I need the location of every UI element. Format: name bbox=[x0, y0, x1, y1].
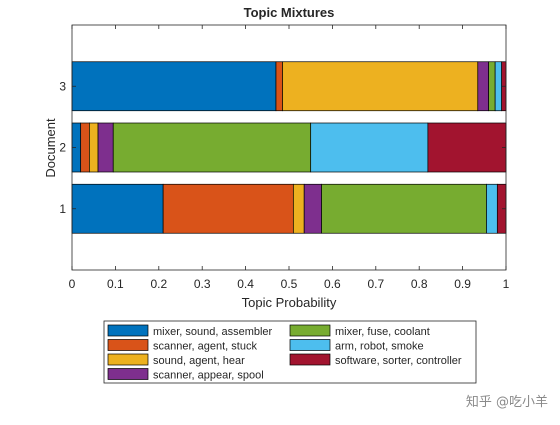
y-axis: 1 2 3 bbox=[59, 79, 506, 216]
legend-entry: scanner, appear, spool bbox=[153, 370, 264, 382]
x-tick-label: 0.2 bbox=[150, 277, 167, 291]
legend-swatch bbox=[107, 368, 149, 380]
watermark: 知乎 @吃小羊 bbox=[465, 395, 548, 410]
bar-doc1-topic1 bbox=[71, 183, 164, 234]
legend-entry: scanner, agent, stuck bbox=[153, 341, 257, 353]
legend-swatch bbox=[107, 353, 149, 366]
y-tick-label: 3 bbox=[59, 79, 66, 93]
bar-doc2-topic4 bbox=[97, 122, 114, 173]
x-tick-label: 0.4 bbox=[237, 277, 254, 291]
x-tick-label: 0.6 bbox=[324, 277, 341, 291]
x-tick-label: 0.5 bbox=[281, 277, 298, 291]
y-tick-label: 1 bbox=[59, 202, 66, 216]
x-tick-label: 0.8 bbox=[411, 277, 428, 291]
legend-entry: sound, agent, hear bbox=[153, 355, 245, 367]
legend-swatch bbox=[107, 339, 149, 351]
bar-doc3-topic4 bbox=[477, 61, 489, 112]
bar-doc2-topic5 bbox=[112, 122, 312, 173]
bar-doc3-topic6 bbox=[494, 61, 503, 112]
legend-entry: mixer, fuse, coolant bbox=[335, 326, 430, 338]
bar-doc2-topic2 bbox=[80, 122, 90, 173]
x-tick-label: 0.3 bbox=[194, 277, 211, 291]
legend-swatch bbox=[289, 324, 331, 337]
x-tick-label: 0.1 bbox=[107, 277, 124, 291]
bar-doc2-topic6 bbox=[310, 122, 429, 173]
bar-doc3-topic2 bbox=[275, 61, 283, 112]
bar-doc1-topic2 bbox=[162, 183, 294, 234]
bar-doc1-topic4 bbox=[303, 183, 322, 234]
legend-entry: mixer, sound, assembler bbox=[153, 326, 273, 338]
x-axis: 0 0.1 0.2 0.3 0.4 0.5 0.6 0.7 0.8 0.9 1 bbox=[69, 25, 510, 291]
x-tick-label: 0 bbox=[69, 277, 76, 291]
plot-bars bbox=[71, 61, 507, 234]
bar-doc1-topic6 bbox=[486, 183, 498, 234]
legend-swatch bbox=[289, 339, 331, 351]
legend-swatch bbox=[107, 324, 149, 337]
bar-doc1-topic5 bbox=[321, 183, 487, 234]
legend-swatch bbox=[289, 353, 331, 366]
bar-doc3-topic1 bbox=[71, 61, 277, 112]
legend: mixer, sound, assembler scanner, agent, s… bbox=[103, 320, 477, 384]
bar-doc2-topic3 bbox=[89, 122, 99, 173]
bar-doc2-topic7 bbox=[427, 122, 507, 173]
y-tick-label: 2 bbox=[59, 141, 66, 155]
x-tick-label: 0.7 bbox=[367, 277, 384, 291]
bar-doc1-topic3 bbox=[292, 183, 305, 234]
y-axis-label: Document bbox=[43, 118, 58, 178]
legend-entry: software, sorter, controller bbox=[335, 355, 462, 367]
legend-entry: arm, robot, smoke bbox=[335, 341, 424, 353]
x-tick-label: 1 bbox=[503, 277, 510, 291]
x-axis-label: Topic Probability bbox=[242, 295, 337, 310]
chart-title: Topic Mixtures bbox=[244, 5, 335, 20]
x-tick-label: 0.9 bbox=[454, 277, 471, 291]
bar-doc3-topic5 bbox=[488, 61, 496, 112]
bar-doc3-topic3 bbox=[282, 61, 479, 112]
